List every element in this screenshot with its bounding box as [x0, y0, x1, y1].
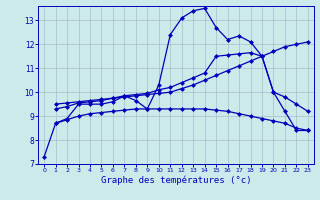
- X-axis label: Graphe des températures (°c): Graphe des températures (°c): [101, 176, 251, 185]
